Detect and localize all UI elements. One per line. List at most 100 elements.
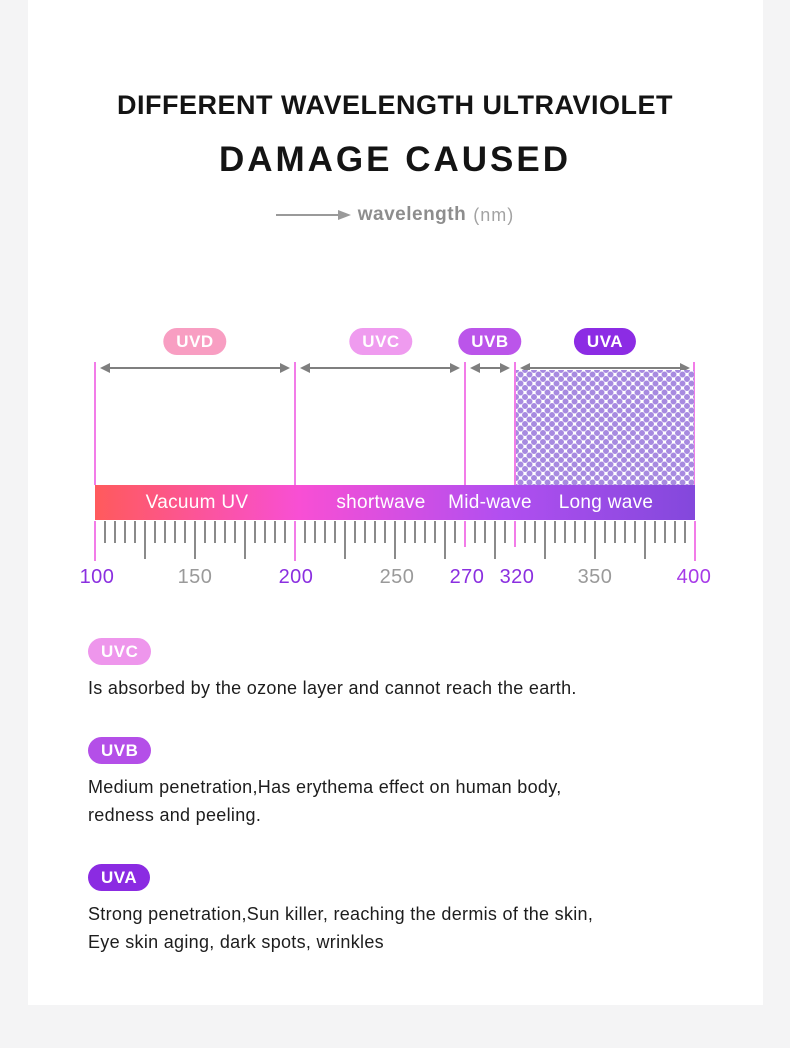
ruler-tick xyxy=(244,521,246,559)
boundary-line-200 xyxy=(294,362,296,485)
ruler-tick xyxy=(294,521,296,561)
ruler-tick xyxy=(344,521,346,559)
uvb-description-line1: Medium penetration,Has erythema effect o… xyxy=(88,777,562,797)
boundary-line-400 xyxy=(693,362,695,485)
section-uva: UVA Strong penetration,Sun killer, reach… xyxy=(88,864,708,956)
boundary-line-100 xyxy=(94,362,96,485)
ruler-tick xyxy=(254,521,256,543)
ruler-tick xyxy=(384,521,386,543)
ruler-tick xyxy=(334,521,336,543)
scale-label: 400 xyxy=(676,566,712,588)
range-arrow-uva xyxy=(520,363,690,373)
uva-dot-pattern xyxy=(516,370,694,485)
scale-label: 150 xyxy=(177,566,213,588)
scale-label: 350 xyxy=(577,566,613,588)
bar-label-shortwave: shortwave xyxy=(336,492,426,513)
ruler-tick xyxy=(674,521,676,543)
ruler-tick xyxy=(364,521,366,543)
ruler-tick xyxy=(174,521,176,543)
section-uvc: UVC Is absorbed by the ozone layer and c… xyxy=(88,638,708,702)
band-pill-uvd: UVD xyxy=(163,328,227,355)
ruler-tick xyxy=(164,521,166,543)
ruler-tick xyxy=(284,521,286,543)
band-pill-uvc: UVC xyxy=(349,328,413,355)
uva-description-line1: Strong penetration,Sun killer, reaching … xyxy=(88,904,594,924)
ruler-tick xyxy=(474,521,476,543)
ruler-tick xyxy=(464,521,466,547)
scale-label: 100 xyxy=(79,566,115,588)
range-arrow-uvd xyxy=(100,363,290,373)
ruler-tick xyxy=(614,521,616,543)
ruler-tick xyxy=(214,521,216,543)
right-arrow-icon xyxy=(337,210,351,220)
ruler-tick xyxy=(634,521,636,543)
right-arrow-icon xyxy=(275,214,338,216)
ruler-tick xyxy=(524,521,526,543)
scale-label: 320 xyxy=(499,566,535,588)
band-pill-uvb: UVB xyxy=(458,328,522,355)
page-title-line2: DAMAGE CAUSED xyxy=(218,140,572,179)
ruler-tick xyxy=(104,521,106,543)
section-uvb: UVB Medium penetration,Has erythema effe… xyxy=(88,737,708,829)
ruler-tick xyxy=(434,521,436,543)
ruler xyxy=(94,521,697,563)
ruler-tick xyxy=(624,521,626,543)
ruler-tick xyxy=(304,521,306,543)
ruler-tick xyxy=(114,521,116,543)
ruler-tick xyxy=(194,521,196,559)
ruler-tick xyxy=(584,521,586,543)
ruler-tick xyxy=(554,521,556,543)
range-arrow-uvb xyxy=(470,363,510,373)
page-title-line1: DIFFERENT WAVELENGTH ULTRAVIOLET xyxy=(117,90,673,120)
ruler-tick xyxy=(374,521,376,543)
ruler-tick xyxy=(154,521,156,543)
axis-unit: (nm) xyxy=(473,204,515,225)
ruler-tick xyxy=(234,521,236,543)
ruler-tick xyxy=(484,521,486,543)
wavelength-axis-caption: wavelength (nm) xyxy=(0,202,790,228)
ruler-tick xyxy=(694,521,696,561)
ruler-tick xyxy=(184,521,186,543)
ruler-tick xyxy=(134,521,136,543)
ruler-tick xyxy=(204,521,206,543)
boundary-line-320 xyxy=(514,362,516,485)
ruler-tick xyxy=(224,521,226,543)
ruler-tick xyxy=(414,521,416,543)
spectrum-bar xyxy=(95,485,695,520)
ruler-tick xyxy=(574,521,576,543)
uva-description-line2: Eye skin aging, dark spots, wrinkles xyxy=(88,932,384,952)
ruler-tick xyxy=(564,521,566,543)
boundary-line-270 xyxy=(464,362,466,485)
scale-label: 200 xyxy=(278,566,314,588)
ruler-tick xyxy=(514,521,516,547)
ruler-tick xyxy=(324,521,326,543)
ruler-tick xyxy=(264,521,266,543)
bar-label-vacuum-uv: Vacuum UV xyxy=(145,492,249,513)
ruler-tick xyxy=(494,521,496,559)
ruler-tick xyxy=(314,521,316,543)
ruler-tick xyxy=(144,521,146,559)
ruler-tick xyxy=(684,521,686,543)
ruler-tick xyxy=(604,521,606,543)
uva-badge: UVA xyxy=(88,864,151,891)
ruler-tick xyxy=(124,521,126,543)
bar-label-long-wave: Long wave xyxy=(558,492,654,513)
uvc-badge: UVC xyxy=(88,638,152,665)
ruler-tick xyxy=(454,521,456,543)
scale-label: 250 xyxy=(379,566,415,588)
range-arrow-uvc xyxy=(300,363,460,373)
ruler-tick xyxy=(534,521,536,543)
ruler-tick xyxy=(354,521,356,543)
ruler-tick xyxy=(664,521,666,543)
ruler-tick xyxy=(394,521,396,559)
uvb-description-line2: redness and peeling. xyxy=(88,805,262,825)
band-pill-uva: UVA xyxy=(573,328,637,355)
ruler-tick xyxy=(94,521,96,561)
ruler-tick xyxy=(644,521,646,559)
ruler-tick xyxy=(444,521,446,559)
uvc-description: Is absorbed by the ozone layer and canno… xyxy=(88,678,577,698)
scale-label: 270 xyxy=(449,566,485,588)
ruler-tick xyxy=(424,521,426,543)
ruler-tick xyxy=(594,521,596,559)
